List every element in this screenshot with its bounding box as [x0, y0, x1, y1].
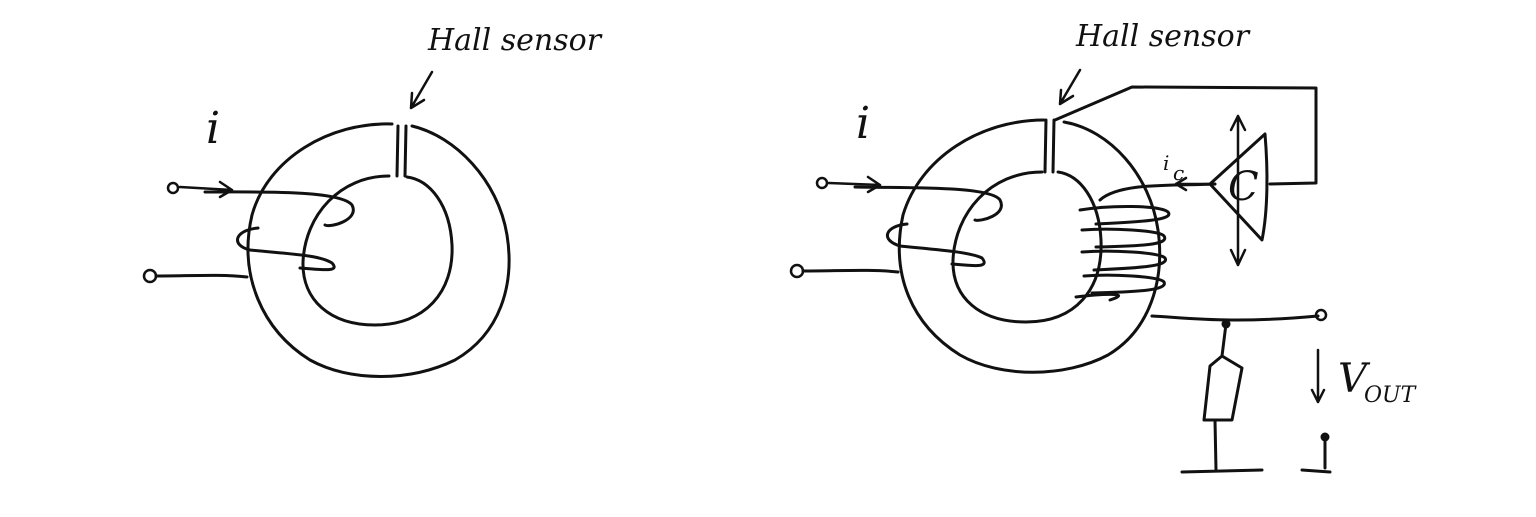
right-input-arrow: [827, 175, 882, 194]
left-core-inner: [301, 174, 454, 327]
vout-subscript: OUT: [1364, 383, 1418, 408]
left-hall-element-a: [395, 124, 400, 178]
right-lead-bottom: [801, 268, 900, 274]
left-sensor-pointer-arrow: [409, 70, 434, 110]
comp-current-subscript: c: [1173, 161, 1184, 185]
left-lead-bottom: [154, 273, 249, 279]
right-hall-sensor-label: Hall sensor: [1075, 19, 1251, 54]
left-terminal-top: [166, 181, 180, 195]
left-hall-sensor-label: Hall sensor: [427, 23, 603, 58]
left-current-label: i: [206, 103, 220, 154]
right-diagram: i c C V OUT Hall sensor i: [789, 19, 1418, 474]
right-hall-element-b: [1051, 118, 1056, 174]
left-diagram: Hall sensor i: [142, 23, 603, 378]
ground-symbol: [1300, 438, 1332, 474]
amplifier-label: C: [1228, 164, 1259, 210]
left-core-outer: [246, 122, 511, 378]
left-terminal-bottom: [142, 268, 158, 284]
right-terminal-bottom: [789, 263, 805, 279]
left-hall-element-b: [403, 124, 408, 178]
right-hall-element-a: [1043, 118, 1048, 174]
comp-current-arrow: [1174, 176, 1212, 192]
amplifier-triangle: [1208, 132, 1269, 242]
output-terminal: [1314, 308, 1328, 322]
feedback-wire: [1053, 85, 1318, 186]
right-primary-winding: [853, 185, 1003, 268]
burden-resistor: [1180, 322, 1264, 474]
right-sensor-pointer-arrow: [1058, 68, 1082, 106]
right-core-outer: [897, 118, 1162, 374]
compensation-winding: [1074, 182, 1217, 302]
left-input-arrow: [178, 180, 234, 199]
vout-label: V: [1338, 356, 1371, 402]
vout-arrow: [1310, 348, 1326, 404]
ground-terminal: [1320, 432, 1330, 442]
right-terminal-top: [815, 176, 829, 190]
comp-current-label: i: [1163, 151, 1169, 175]
right-core-inner: [951, 170, 1103, 324]
amplifier-adjust-arrow: [1229, 114, 1247, 267]
right-current-label: i: [856, 98, 870, 149]
left-primary-winding: [203, 190, 355, 272]
output-wire: [1150, 314, 1320, 322]
